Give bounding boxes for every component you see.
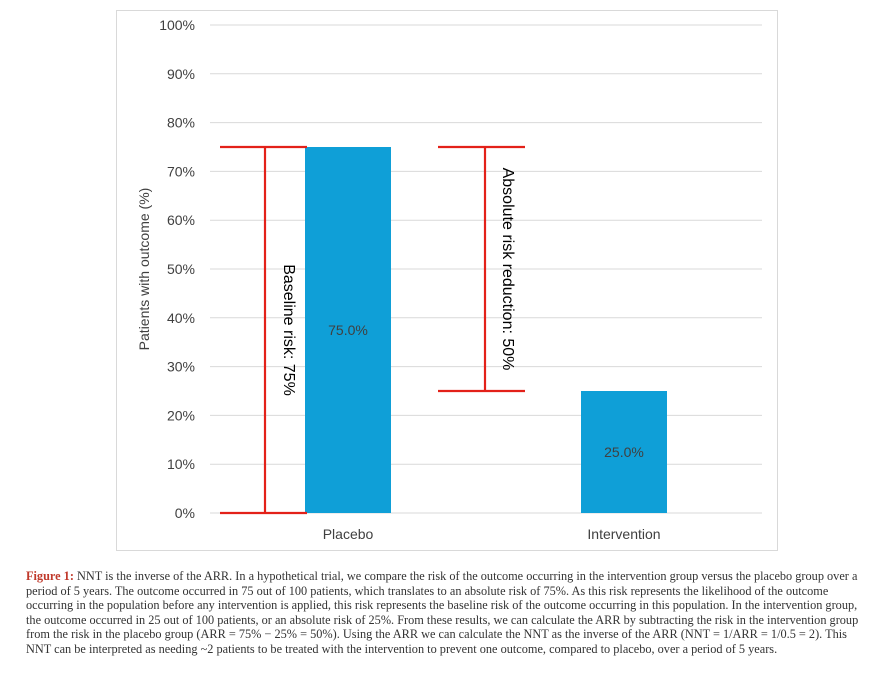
y-tick-label: 40% [167, 310, 195, 326]
y-tick-label: 10% [167, 456, 195, 472]
annotation-label: Baseline risk: 75% [280, 264, 297, 396]
y-tick-label: 0% [175, 505, 195, 521]
x-tick-label: Intervention [587, 526, 660, 542]
bar-placebo [305, 147, 391, 513]
caption-text: NNT is the inverse of the ARR. In a hypo… [26, 569, 859, 656]
bar-data-label: 75.0% [328, 322, 368, 338]
y-tick-label: 70% [167, 163, 195, 179]
chart-frame [116, 10, 778, 551]
y-axis-label: Patients with outcome (%) [136, 188, 152, 351]
y-tick-label: 90% [167, 66, 195, 82]
x-tick-label: Placebo [323, 526, 374, 542]
y-tick-label: 50% [167, 261, 195, 277]
annotation-label: Absolute risk reduction: 50% [499, 168, 516, 371]
y-tick-label: 80% [167, 115, 195, 131]
figure-caption: Figure 1: NNT is the inverse of the ARR.… [26, 569, 872, 657]
caption-label: Figure 1: [26, 569, 74, 583]
y-tick-label: 30% [167, 359, 195, 375]
y-tick-label: 100% [159, 17, 195, 33]
y-tick-label: 60% [167, 212, 195, 228]
y-tick-label: 20% [167, 407, 195, 423]
bar-intervention [581, 391, 667, 513]
bar-chart: 0% 10% 20% 30% 40% 50% 60% 70% 80% 90% 100% Patient… [136, 17, 762, 542]
bar-data-label: 25.0% [604, 444, 644, 460]
